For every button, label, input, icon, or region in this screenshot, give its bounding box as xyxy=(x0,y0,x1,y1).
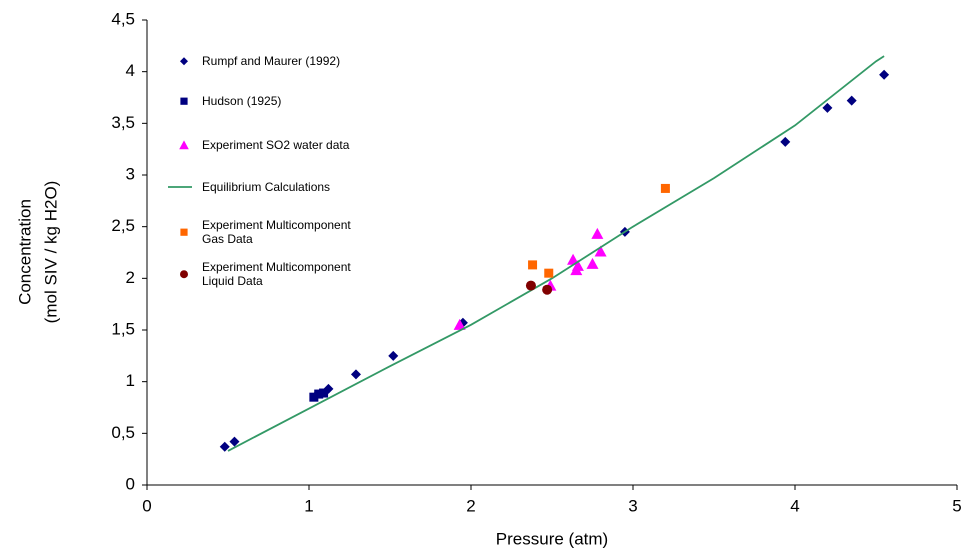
legend-entry: Rumpf and Maurer (1992) xyxy=(168,54,428,68)
legend-entry: Experiment SO2 water data xyxy=(168,138,428,152)
y-tick-label: 2 xyxy=(126,268,135,287)
legend-entry: Experiment Multicomponent Gas Data xyxy=(168,218,428,246)
legend-entry: Experiment Multicomponent Liquid Data xyxy=(168,260,428,288)
triangle-marker xyxy=(594,245,607,257)
y-tick-label: 4,5 xyxy=(111,9,135,28)
square-marker xyxy=(319,388,329,398)
square-marker xyxy=(309,392,319,402)
legend-entry: Equilibrium Calculations xyxy=(168,180,428,194)
diamond-marker xyxy=(846,95,857,106)
triangle-marker xyxy=(453,318,466,330)
y-tick-label: 1 xyxy=(126,371,135,390)
y-axis-label: Concentration xyxy=(15,199,34,305)
legend-icon xyxy=(180,270,188,279)
diamond-marker xyxy=(219,441,230,452)
legend-label: Experiment SO2 water data xyxy=(202,138,350,152)
legend-icon xyxy=(179,140,189,150)
y-tick-label: 4 xyxy=(126,61,135,80)
x-tick-label: 2 xyxy=(466,496,475,515)
y-tick-label: 0 xyxy=(126,474,135,493)
diamond-marker xyxy=(879,69,890,80)
triangle-marker xyxy=(571,259,584,271)
circle-marker xyxy=(542,284,553,295)
square-marker xyxy=(180,97,188,105)
y-tick-label: 3,5 xyxy=(111,113,135,132)
x-tick-label: 4 xyxy=(790,496,799,515)
legend-label: Equilibrium Calculations xyxy=(202,180,331,194)
x-tick-label: 0 xyxy=(142,496,151,515)
y-tick-label: 3 xyxy=(126,164,135,183)
square-marker xyxy=(660,183,670,193)
y-tick-label: 0,5 xyxy=(111,423,135,442)
square-marker xyxy=(544,268,554,278)
diamond-marker xyxy=(780,136,791,147)
triangle-marker xyxy=(179,140,189,150)
y-tick-label: 2,5 xyxy=(111,216,135,235)
diamond-marker xyxy=(180,57,188,66)
legend-icon xyxy=(180,57,188,66)
y-tick-label: 1,5 xyxy=(111,319,135,338)
legend-label: Hudson (1925) xyxy=(202,94,282,108)
y-axis-label: (mol SIV / kg H2O) xyxy=(41,181,60,324)
legend-icon xyxy=(168,186,192,188)
triangle-marker xyxy=(591,227,604,239)
diamond-marker xyxy=(229,436,240,447)
circle-marker xyxy=(180,270,188,279)
circle-marker xyxy=(525,280,536,291)
x-tick-label: 3 xyxy=(628,496,637,515)
x-tick-label: 1 xyxy=(304,496,313,515)
x-tick-label: 5 xyxy=(952,496,961,515)
legend-entry: Hudson (1925) xyxy=(168,94,428,108)
square-marker xyxy=(528,260,538,270)
legend-icon xyxy=(180,228,188,236)
equilibrium-line xyxy=(227,55,885,452)
square-marker xyxy=(314,389,324,399)
x-axis-label: Pressure (atm) xyxy=(496,529,608,548)
legend-label: Experiment Multicomponent Gas Data xyxy=(202,218,351,246)
legend-label: Experiment Multicomponent Liquid Data xyxy=(202,260,351,288)
diamond-marker xyxy=(388,350,399,361)
triangle-marker xyxy=(586,257,599,269)
legend-icon xyxy=(180,97,188,105)
legend-label: Rumpf and Maurer (1992) xyxy=(202,54,341,68)
diamond-marker xyxy=(350,369,361,380)
square-marker xyxy=(180,228,188,236)
diamond-marker xyxy=(822,102,833,113)
